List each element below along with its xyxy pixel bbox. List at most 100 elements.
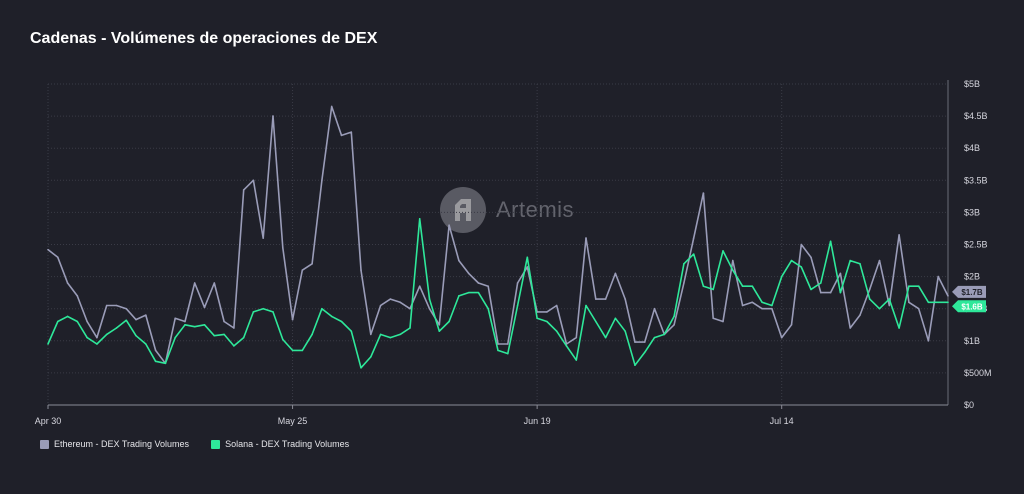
data-point-ethereum	[262, 237, 265, 239]
end-label-text-ethereum: $1.7B	[961, 288, 983, 297]
data-point-solana	[506, 352, 509, 355]
data-point-solana	[536, 317, 538, 320]
data-point-solana	[418, 218, 421, 220]
end-label-box-solana	[952, 300, 986, 313]
data-point-ethereum	[76, 295, 79, 297]
data-point-ethereum	[135, 318, 137, 321]
data-point-ethereum	[673, 323, 675, 326]
data-point-ethereum	[330, 105, 333, 108]
data-point-solana	[820, 282, 822, 284]
data-point-ethereum	[908, 301, 910, 304]
data-point-ethereum	[712, 317, 715, 320]
data-point-ethereum	[389, 298, 392, 300]
series-line-solana	[47, 218, 948, 369]
data-point-solana	[409, 327, 411, 329]
data-point-ethereum	[604, 298, 607, 300]
data-point-ethereum	[350, 131, 353, 133]
chart-title: Cadenas - Volúmenes de operaciones de DE…	[30, 30, 378, 47]
data-point-solana	[105, 333, 108, 336]
data-point-ethereum	[546, 311, 548, 313]
x-tick-label: May 25	[278, 416, 308, 426]
data-point-solana	[96, 343, 98, 345]
data-point-ethereum	[731, 259, 734, 262]
data-point-solana	[653, 336, 656, 339]
data-point-ethereum	[321, 179, 323, 182]
series-lines	[47, 105, 949, 369]
data-point-solana	[184, 323, 186, 326]
y-tick-label: $1B	[964, 336, 980, 346]
data-point-solana	[585, 304, 587, 307]
data-point-solana	[888, 298, 891, 300]
data-point-solana	[340, 320, 343, 323]
data-point-solana	[301, 349, 304, 352]
data-point-ethereum	[751, 301, 754, 304]
data-point-ethereum	[506, 343, 509, 345]
data-point-solana	[76, 320, 79, 323]
data-point-solana	[624, 330, 626, 332]
y-tick-label: $500M	[964, 368, 992, 378]
data-point-solana	[868, 298, 871, 300]
y-tick-label: $4B	[964, 143, 980, 153]
data-point-solana	[379, 333, 382, 336]
legend-item-solana[interactable]: Solana - DEX Trading Volumes	[211, 439, 349, 449]
data-point-solana	[86, 336, 88, 339]
data-point-ethereum	[360, 269, 362, 271]
data-point-solana	[370, 356, 372, 358]
data-point-solana	[321, 307, 323, 310]
data-point-solana	[428, 298, 431, 300]
data-point-solana	[849, 259, 851, 262]
x-tick-label: Jul 14	[770, 416, 794, 426]
data-point-ethereum	[467, 272, 470, 275]
x-tick-label: Jun 19	[524, 416, 551, 426]
data-point-solana	[839, 291, 842, 294]
data-point-ethereum	[438, 323, 441, 326]
legend-label-solana: Solana - DEX Trading Volumes	[225, 439, 350, 449]
data-point-ethereum	[849, 327, 851, 329]
data-point-solana	[878, 307, 881, 310]
data-point-solana	[643, 351, 646, 354]
data-point-solana	[800, 266, 803, 268]
data-point-solana	[917, 285, 920, 288]
y-axis: $0$500M$1B$1.5B$2B$2.5B$3B$3.5B$4B$4.5B$…	[964, 79, 992, 410]
data-point-solana	[908, 285, 910, 288]
data-point-solana	[311, 333, 313, 336]
data-point-solana	[731, 269, 734, 271]
watermark-text: Artemis	[496, 197, 575, 222]
data-point-ethereum	[653, 307, 656, 310]
data-point-solana	[242, 336, 245, 339]
data-point-solana	[135, 334, 137, 337]
data-point-solana	[859, 262, 861, 265]
data-point-solana	[448, 320, 450, 323]
data-point-solana	[927, 301, 930, 304]
data-point-ethereum	[272, 115, 274, 117]
data-point-ethereum	[575, 336, 578, 339]
data-point-solana	[937, 301, 940, 304]
y-tick-label: $3.5B	[964, 175, 988, 185]
data-point-solana	[487, 307, 490, 310]
data-point-ethereum	[829, 291, 832, 294]
data-point-solana	[604, 336, 607, 339]
data-point-ethereum	[487, 285, 490, 288]
data-point-ethereum	[233, 327, 235, 329]
legend-swatch-ethereum	[40, 439, 49, 449]
data-point-ethereum	[105, 304, 108, 307]
y-tick-label: $4.5B	[964, 111, 988, 121]
artemis-logo-icon	[440, 187, 486, 233]
data-point-ethereum	[810, 256, 812, 259]
legend: Ethereum - DEX Trading Volumes Solana - …	[40, 439, 349, 449]
legend-item-ethereum[interactable]: Ethereum - DEX Trading Volumes	[40, 439, 189, 449]
data-point-ethereum	[428, 307, 431, 310]
data-point-ethereum	[947, 295, 949, 297]
data-point-ethereum	[820, 291, 822, 294]
data-point-ethereum	[624, 298, 626, 300]
data-point-ethereum	[448, 224, 450, 227]
data-point-ethereum	[878, 259, 881, 262]
data-point-ethereum	[340, 134, 343, 137]
data-point-ethereum	[917, 307, 920, 310]
data-point-solana	[281, 338, 284, 341]
data-point-solana	[673, 315, 675, 318]
artemis-watermark: Artemis	[440, 187, 574, 233]
data-point-solana	[145, 343, 147, 345]
data-point-solana	[438, 330, 441, 332]
